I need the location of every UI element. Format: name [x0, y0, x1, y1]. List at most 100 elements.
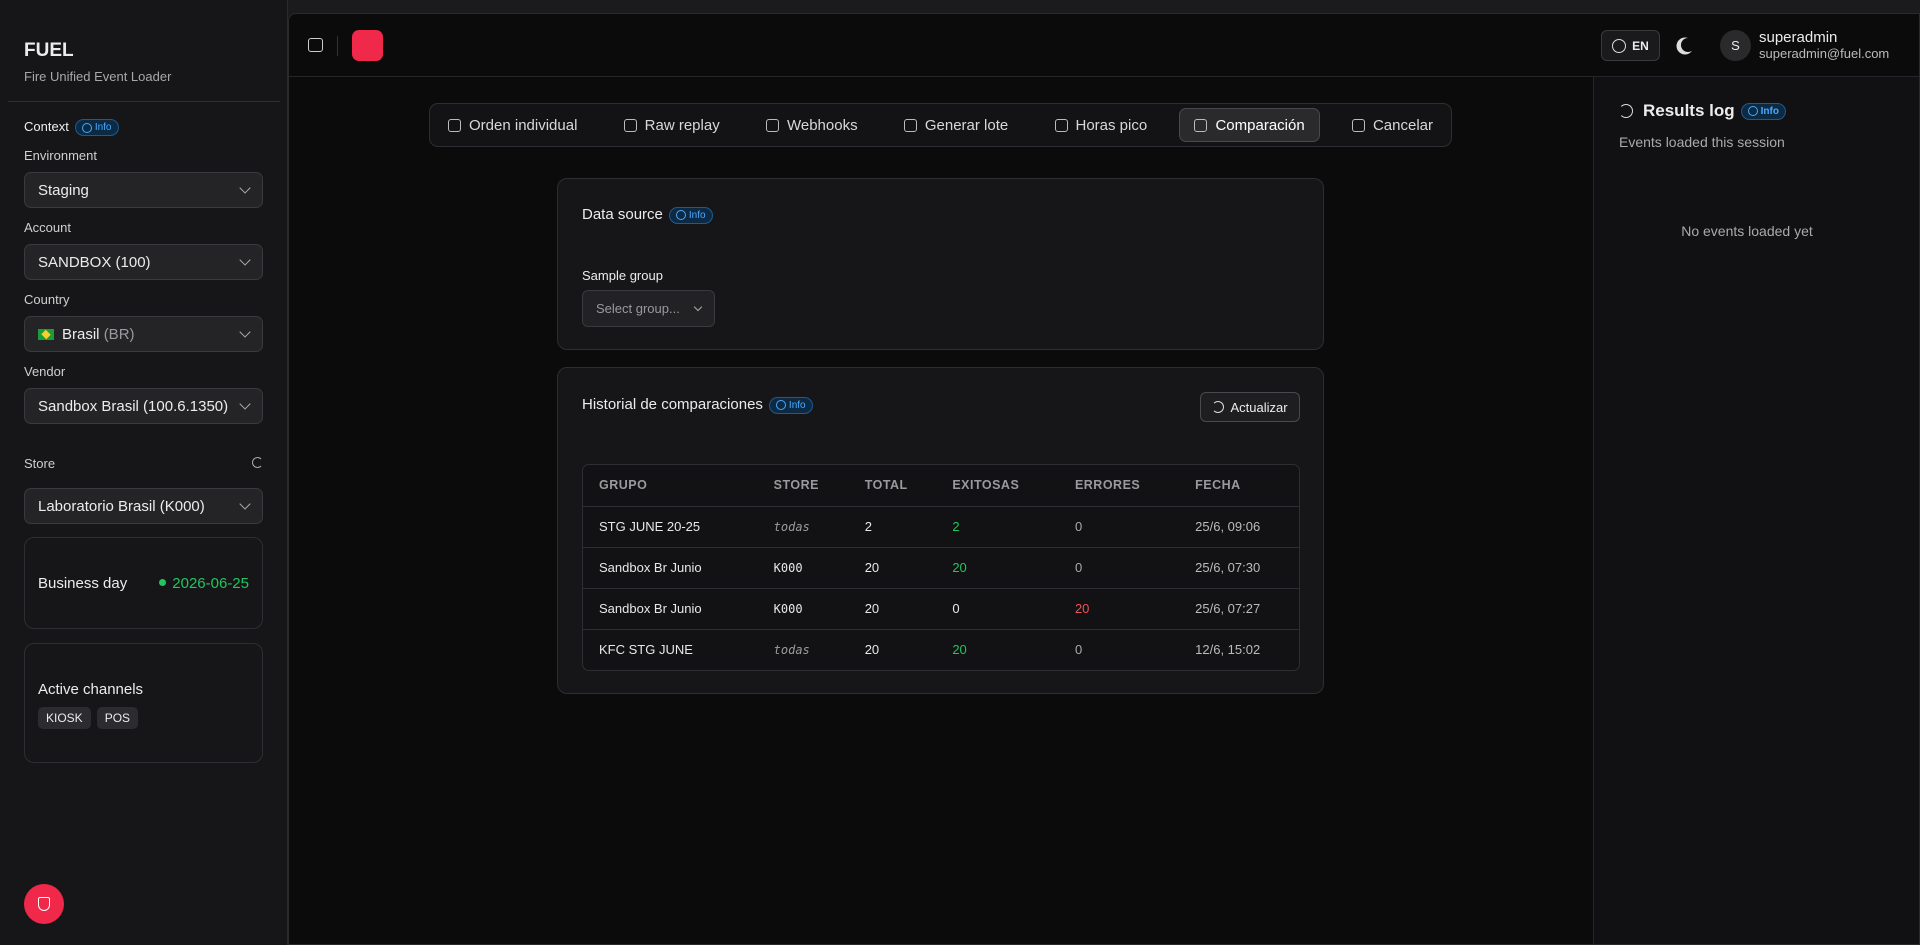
tab-bar: Orden individual Raw replay Webhooks Genera… [429, 103, 1452, 147]
table-cell: 20 [864, 642, 880, 658]
column-header: GRUPO [583, 465, 758, 507]
tab-icon [903, 118, 917, 132]
info-badge[interactable]: Info [1740, 102, 1786, 120]
tab[interactable]: Generar lote [890, 108, 1022, 142]
sidebar: FUEL Fire Unified Event Loader Context In… [0, 0, 288, 945]
results-text: Results log [1643, 101, 1735, 120]
tab-icon [765, 118, 779, 132]
table-cell: 2 [848, 506, 937, 548]
data-source-title: Data source Info [582, 206, 713, 224]
header-row: GRUPO STORE TOTAL EXITOSAS ERRORES FECHA [583, 465, 1299, 507]
data-source-card: Data source Info Sample group Select grou… [557, 178, 1324, 350]
business-day-date: 2026-06-25 [172, 574, 249, 592]
table-cell: 25/6, 09:06 [1179, 506, 1299, 548]
table-cell: todas [773, 642, 810, 657]
table-cell: Sandbox Br Junio [583, 588, 758, 630]
tab-label: Raw replay [644, 116, 720, 134]
tab-icon [448, 118, 461, 132]
history-text: Historial de comparaciones [582, 396, 763, 413]
tab-icon [1054, 118, 1068, 132]
info-badge[interactable]: Info [668, 206, 713, 224]
sidebar-toggle[interactable] [308, 38, 323, 52]
business-day-card: Business day 2026-06-25 [24, 537, 263, 629]
column-header: STORE [757, 465, 849, 507]
tab-icon [1194, 118, 1208, 132]
column-header: FECHA [1179, 465, 1299, 507]
table-row: KFC STG JUNE todas 20 20 0 12/6, 15:02 [583, 629, 1299, 670]
tab-label: Orden individual [469, 116, 578, 134]
country-select[interactable]: Brasil (BR) [24, 316, 263, 352]
active-channels-card: Active channels KIOSK POS [24, 643, 263, 763]
refresh-button[interactable]: Actualizar [1200, 392, 1300, 422]
store-value: Laboratorio Brasil (K000) [38, 497, 205, 515]
tab-label: Webhooks [786, 116, 858, 134]
data-source-text: Data source [582, 206, 663, 223]
country-value: Brasil [62, 325, 100, 343]
tab-label: Comparación [1215, 116, 1305, 134]
context-text: Context [24, 119, 69, 134]
tab-label: Generar lote [924, 116, 1009, 134]
table-cell: 25/6, 07:30 [1179, 547, 1299, 589]
table-cell: 20 [848, 588, 937, 630]
country-code: (BR) [103, 325, 135, 343]
store-select[interactable]: Laboratorio Brasil (K000) [24, 488, 263, 524]
table-cell: K000 [757, 547, 849, 589]
tab-label: Cancelar [1372, 116, 1433, 134]
column-header: EXITOSAS [936, 465, 1059, 507]
account-label: Account [24, 220, 71, 235]
tab[interactable]: Comparación [1179, 108, 1320, 142]
tab[interactable]: Webhooks [752, 108, 872, 142]
sample-group-select[interactable]: Select group... [582, 290, 715, 327]
account-select[interactable]: SANDBOX (100) [24, 244, 263, 280]
channel-chip: POS [96, 707, 139, 729]
language-button[interactable]: EN [1601, 30, 1660, 61]
sample-group-placeholder: Select group... [596, 301, 680, 316]
table-cell: 0 [1058, 547, 1180, 589]
tab[interactable]: Cancelar [1338, 108, 1447, 142]
account-value: SANDBOX (100) [38, 253, 151, 271]
vendor-label: Vendor [24, 364, 66, 379]
environment-select[interactable]: Staging [24, 172, 263, 208]
language: EN [1632, 38, 1649, 53]
user-email: superadmin@fuel.com [1759, 46, 1890, 61]
tab-icon [623, 118, 637, 132]
table-cell: STG JUNE 20-25 [583, 506, 758, 548]
table-cell: 25/6, 07:27 [1179, 588, 1299, 630]
context-label: Context Info [24, 119, 119, 137]
results-panel: Results log Info Events loaded this sessi… [1593, 77, 1919, 944]
column-header: ERRORES [1058, 465, 1180, 507]
tab[interactable]: Raw replay [610, 108, 734, 142]
table-cell: 0 [936, 588, 1059, 630]
tab[interactable]: Orden individual [434, 108, 591, 142]
table-cell: todas [757, 506, 849, 548]
tab-label: Horas pico [1075, 116, 1148, 134]
table-cell: KFC STG JUNE [599, 642, 693, 658]
table-cell: 12/6, 15:02 [1195, 642, 1261, 658]
channel-chip: KIOSK [38, 707, 91, 729]
active-channels-label: Active channels [38, 681, 144, 698]
info-badge[interactable]: Info [768, 396, 813, 414]
tab[interactable]: Horas pico [1041, 108, 1162, 142]
shield-button[interactable] [24, 884, 64, 924]
history-table-wrap: GRUPO STORE TOTAL EXITOSAS ERRORES FECHA STG J… [582, 464, 1300, 671]
avatar[interactable]: S [1720, 30, 1751, 61]
table-cell: 20 [936, 547, 1059, 589]
results-empty: No events loaded yet [1681, 223, 1813, 239]
flag [38, 328, 54, 340]
vendor-select[interactable]: Sandbox Brasil (100.6.1350) [24, 388, 263, 424]
results-subtitle: Events loaded this session [1619, 134, 1785, 150]
tab-icon [1351, 118, 1365, 132]
user-name: superadmin [1759, 29, 1838, 46]
table-cell: 2 [936, 506, 1059, 548]
table-cell: 20 [1058, 588, 1180, 630]
theme-toggle[interactable] [1681, 38, 1695, 52]
app-logo[interactable] [352, 30, 383, 61]
store-label: Store [24, 456, 56, 471]
table-row: STG JUNE 20-25 todas 2 2 0 25/6, 09:06 [583, 506, 1299, 548]
vendor-value: Sandbox Brasil (100.6.1350) [38, 397, 229, 415]
business-day-label: Business day [38, 574, 128, 592]
refresh-store[interactable] [252, 457, 263, 468]
info-badge[interactable]: Info [74, 119, 119, 137]
table-cell: Sandbox Br Junio [583, 547, 758, 589]
